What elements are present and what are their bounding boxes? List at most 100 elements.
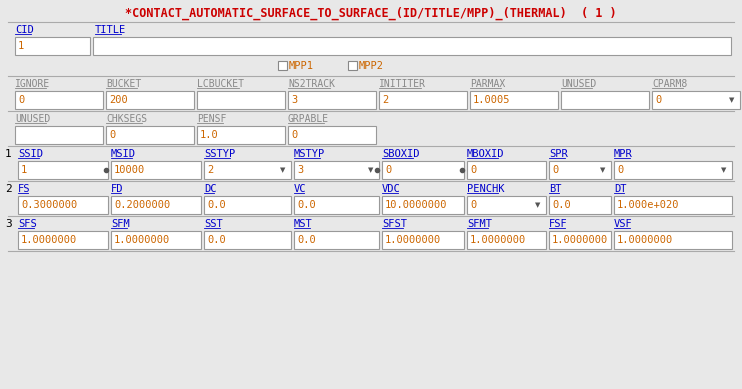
Text: SST: SST bbox=[204, 219, 223, 229]
Bar bbox=[111, 231, 201, 249]
Bar bbox=[204, 161, 291, 179]
Bar bbox=[382, 196, 464, 214]
Text: UNUSED: UNUSED bbox=[561, 79, 597, 89]
Text: MPP1: MPP1 bbox=[289, 61, 314, 71]
Text: SPR: SPR bbox=[549, 149, 568, 159]
Text: 1: 1 bbox=[21, 165, 27, 175]
Text: FSF: FSF bbox=[549, 219, 568, 229]
Text: 1.0000000: 1.0000000 bbox=[470, 235, 526, 245]
Bar bbox=[382, 161, 464, 179]
Bar bbox=[652, 91, 740, 109]
Text: SSTYP: SSTYP bbox=[204, 149, 235, 159]
Text: 0.2000000: 0.2000000 bbox=[114, 200, 170, 210]
Text: FD: FD bbox=[111, 184, 123, 194]
Text: *CONTACT_AUTOMATIC_SURFACE_TO_SURFACE_(ID/TITLE/MPP)_(THERMAL)  ( 1 ): *CONTACT_AUTOMATIC_SURFACE_TO_SURFACE_(I… bbox=[125, 6, 617, 20]
Text: SFS: SFS bbox=[18, 219, 37, 229]
Bar bbox=[467, 196, 546, 214]
Bar bbox=[379, 91, 467, 109]
Text: 0: 0 bbox=[552, 165, 558, 175]
Text: 0: 0 bbox=[18, 95, 24, 105]
Text: 0.0: 0.0 bbox=[297, 235, 316, 245]
Text: 1: 1 bbox=[18, 41, 24, 51]
Text: ▼: ▼ bbox=[721, 167, 726, 173]
Bar bbox=[197, 91, 285, 109]
Bar bbox=[106, 126, 194, 144]
Text: 3: 3 bbox=[297, 165, 303, 175]
Text: 0: 0 bbox=[109, 130, 115, 140]
Text: SFMT: SFMT bbox=[467, 219, 492, 229]
Text: 1.0000000: 1.0000000 bbox=[21, 235, 77, 245]
Text: PENCHK: PENCHK bbox=[467, 184, 505, 194]
Text: 0: 0 bbox=[291, 130, 298, 140]
Bar bbox=[204, 231, 291, 249]
Text: FS: FS bbox=[18, 184, 30, 194]
Text: MSTYP: MSTYP bbox=[294, 149, 325, 159]
Text: SSID: SSID bbox=[18, 149, 43, 159]
Bar bbox=[197, 126, 285, 144]
Bar bbox=[549, 196, 611, 214]
Bar bbox=[294, 231, 379, 249]
Bar bbox=[614, 161, 732, 179]
Bar bbox=[467, 231, 546, 249]
Text: 0.0: 0.0 bbox=[207, 235, 226, 245]
Text: SBOXID: SBOXID bbox=[382, 149, 419, 159]
Text: VC: VC bbox=[294, 184, 306, 194]
Text: 200: 200 bbox=[109, 95, 128, 105]
Text: VDC: VDC bbox=[382, 184, 401, 194]
Text: CPARM8: CPARM8 bbox=[652, 79, 687, 89]
Text: SFM: SFM bbox=[111, 219, 130, 229]
Text: 1.0000000: 1.0000000 bbox=[552, 235, 608, 245]
Text: IGNORE: IGNORE bbox=[15, 79, 50, 89]
Text: MPR: MPR bbox=[614, 149, 633, 159]
Text: BT: BT bbox=[549, 184, 562, 194]
Text: LCBUCKET: LCBUCKET bbox=[197, 79, 244, 89]
Text: 2: 2 bbox=[207, 165, 213, 175]
Text: 1.0005: 1.0005 bbox=[473, 95, 510, 105]
Text: CHKSEGS: CHKSEGS bbox=[106, 114, 147, 124]
Text: BUCKET: BUCKET bbox=[106, 79, 141, 89]
Bar bbox=[106, 91, 194, 109]
Bar bbox=[382, 231, 464, 249]
Text: 0.0: 0.0 bbox=[297, 200, 316, 210]
Text: MPP2: MPP2 bbox=[359, 61, 384, 71]
Text: 1.0000000: 1.0000000 bbox=[114, 235, 170, 245]
Bar bbox=[204, 196, 291, 214]
Text: TITLE: TITLE bbox=[95, 25, 126, 35]
Text: CID: CID bbox=[15, 25, 33, 35]
Text: DC: DC bbox=[204, 184, 217, 194]
Bar bbox=[294, 196, 379, 214]
Bar bbox=[93, 37, 731, 55]
Text: MBOXID: MBOXID bbox=[467, 149, 505, 159]
Text: ▼: ▼ bbox=[600, 167, 605, 173]
Text: 1.0: 1.0 bbox=[200, 130, 219, 140]
Bar bbox=[111, 196, 201, 214]
Bar bbox=[278, 61, 287, 70]
Bar bbox=[111, 161, 201, 179]
Text: ▼: ▼ bbox=[729, 97, 735, 103]
Text: 0: 0 bbox=[385, 165, 391, 175]
Text: INITITER: INITITER bbox=[379, 79, 426, 89]
Bar bbox=[15, 91, 103, 109]
Text: UNUSED: UNUSED bbox=[15, 114, 50, 124]
Text: PARMAX: PARMAX bbox=[470, 79, 505, 89]
Bar bbox=[549, 231, 611, 249]
Text: 1: 1 bbox=[5, 149, 12, 159]
Text: PENSF: PENSF bbox=[197, 114, 226, 124]
Bar bbox=[467, 161, 546, 179]
Bar bbox=[18, 231, 108, 249]
Text: 1.0000000: 1.0000000 bbox=[385, 235, 441, 245]
Text: SFST: SFST bbox=[382, 219, 407, 229]
Text: 3: 3 bbox=[291, 95, 298, 105]
Bar bbox=[18, 196, 108, 214]
Text: 10.0000000: 10.0000000 bbox=[385, 200, 447, 210]
Text: GRPABLE: GRPABLE bbox=[288, 114, 329, 124]
Text: ▼: ▼ bbox=[368, 167, 374, 173]
Bar bbox=[348, 61, 357, 70]
Text: 0: 0 bbox=[470, 165, 476, 175]
Text: NS2TRACK: NS2TRACK bbox=[288, 79, 335, 89]
Text: MST: MST bbox=[294, 219, 312, 229]
Bar bbox=[470, 91, 558, 109]
Text: 2: 2 bbox=[5, 184, 12, 194]
Bar bbox=[549, 161, 611, 179]
Text: VSF: VSF bbox=[614, 219, 633, 229]
